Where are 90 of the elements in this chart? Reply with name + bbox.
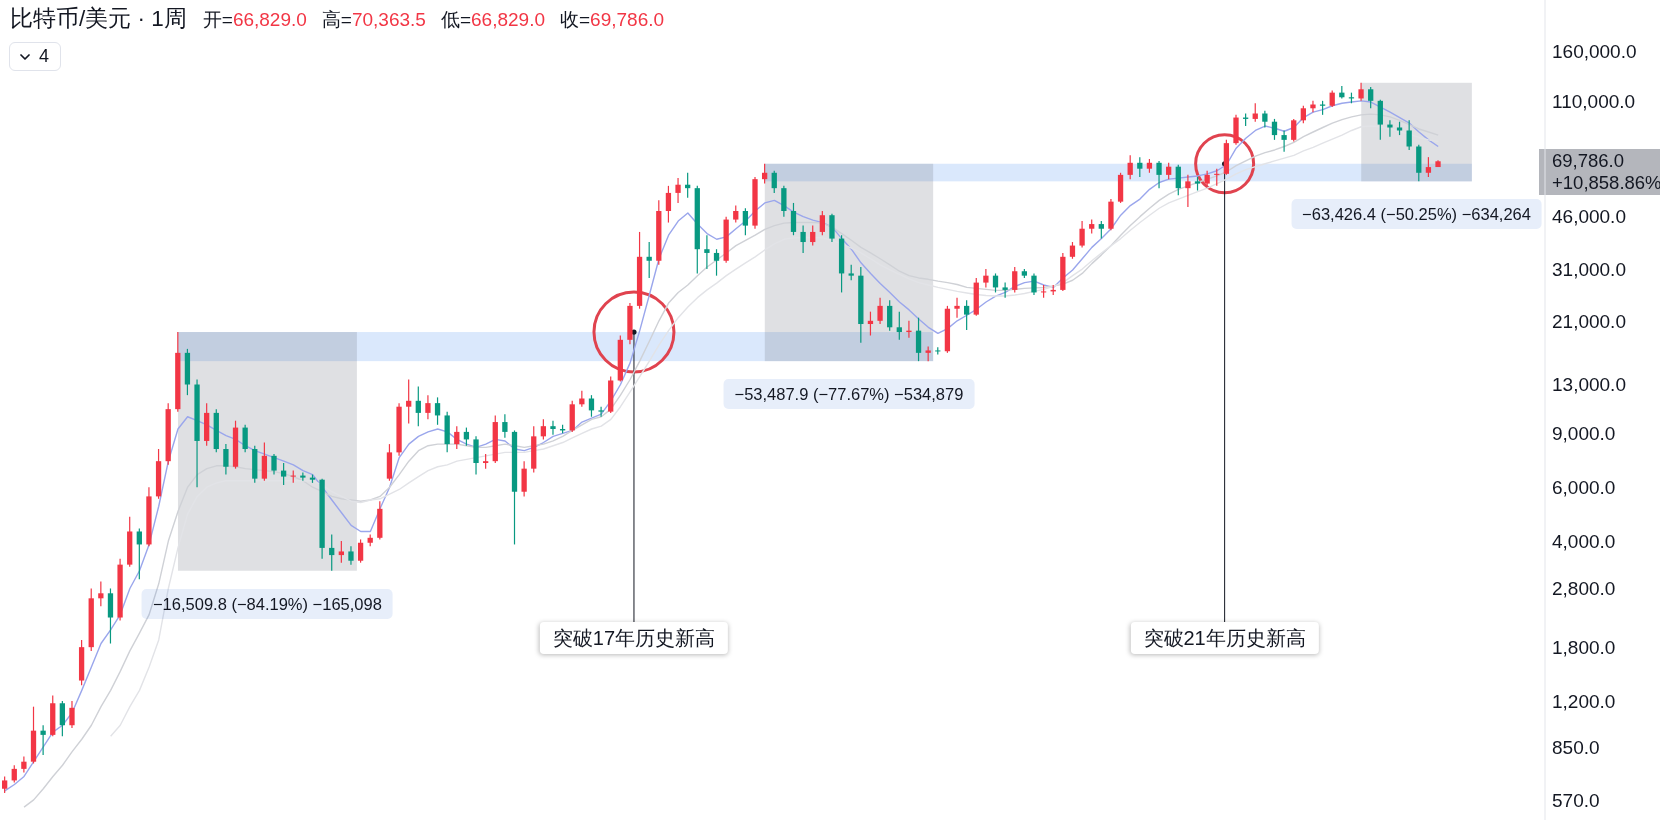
candlestick — [261, 441, 268, 482]
candlestick — [713, 248, 720, 277]
candlestick — [896, 311, 902, 341]
candlestick — [98, 580, 104, 607]
candlestick — [280, 462, 287, 486]
candlestick — [1368, 86, 1374, 109]
y-tick-label: 46,000.0 — [1552, 206, 1626, 228]
candlestick — [1377, 99, 1383, 141]
candlestick — [59, 700, 66, 737]
text: +10,858.86% — [1552, 172, 1660, 195]
y-tick-label: 1,200.0 — [1552, 690, 1616, 712]
y-tick-label: 9,000.0 — [1552, 423, 1616, 445]
candlestick — [810, 225, 816, 247]
annotation: −53,487.9 (−77.67%) −534,879 — [723, 379, 975, 410]
candlestick — [887, 299, 893, 332]
y-tick-label: 570.0 — [1552, 789, 1600, 811]
candlestick — [1291, 118, 1297, 143]
y-tick-label: 31,000.0 — [1552, 258, 1626, 280]
candlestick — [1281, 129, 1287, 153]
candlestick — [425, 394, 431, 420]
candlestick — [21, 755, 27, 774]
annotation: 突破17年历史新高 — [539, 622, 729, 654]
candlestick — [800, 225, 806, 254]
candlestick — [1406, 119, 1412, 151]
y-tick-label: 1,800.0 — [1552, 636, 1616, 658]
candlestick — [136, 527, 142, 580]
candlestick — [742, 207, 749, 236]
candlestick — [781, 185, 787, 218]
candlestick — [790, 202, 797, 236]
candlestick — [954, 297, 960, 319]
y-tick-label: 110,000.0 — [1552, 90, 1636, 112]
candlestick — [819, 210, 825, 236]
candlestick — [1012, 266, 1018, 294]
chart-title: 比特币/美元 · 1周 — [10, 5, 187, 33]
candlestick — [454, 425, 460, 450]
candlestick — [40, 724, 46, 756]
y-tick-label: 13,000.0 — [1552, 374, 1626, 396]
candlestick — [338, 540, 344, 564]
y-tick-label: 6,000.0 — [1552, 476, 1616, 498]
y-tick-label: 850.0 — [1552, 736, 1600, 758]
candlestick — [1137, 156, 1143, 178]
candlestick — [1002, 282, 1008, 299]
candlestick — [1271, 118, 1278, 141]
candlestick — [1031, 272, 1037, 296]
candlestick — [415, 385, 421, 427]
candlestick — [1156, 160, 1162, 189]
candlestick — [1310, 100, 1316, 113]
candlestick — [69, 700, 75, 729]
candlestick — [964, 299, 970, 331]
text: 69,786.0 — [1552, 150, 1625, 173]
candlestick — [1175, 164, 1181, 196]
text: 开=66,829.0 高=70,363.5 低=66,829.0 收=69,786.0 — [202, 9, 665, 30]
candlestick — [771, 170, 777, 194]
candlestick — [1358, 82, 1364, 102]
candlestick — [540, 418, 547, 440]
candlestick — [300, 471, 306, 482]
candlestick — [1079, 220, 1085, 248]
annotation: −63,426.4 (−50.25%) −634,264 — [1291, 199, 1542, 230]
y-tick-label: 160,000.0 — [1552, 40, 1637, 62]
candlestick — [550, 420, 556, 436]
candlestick — [877, 297, 883, 325]
candlestick — [1252, 102, 1258, 123]
candlestick — [434, 396, 441, 426]
candlestick — [1425, 156, 1432, 178]
candlestick — [675, 177, 681, 204]
annotation: −16,509.8 (−84.19%) −165,098 — [141, 588, 393, 619]
y-tick-label: 4,000.0 — [1552, 530, 1616, 552]
candlestick — [704, 234, 710, 270]
candlestick — [242, 424, 248, 453]
y-tick-label: 2,800.0 — [1552, 578, 1616, 600]
candlestick — [1127, 154, 1133, 180]
candlestick — [598, 406, 604, 418]
candlestick — [502, 413, 508, 439]
candlestick — [329, 534, 335, 572]
candlestick — [646, 241, 652, 279]
candlestick — [223, 443, 229, 476]
candlestick — [406, 378, 412, 425]
candlestick — [348, 545, 354, 566]
annotation: 突破21年历史新高 — [1130, 622, 1319, 654]
candlestick — [271, 453, 277, 476]
candlestick — [829, 213, 835, 243]
candlestick — [665, 185, 672, 224]
annotation: 4 — [39, 46, 50, 67]
candlestick — [521, 460, 527, 497]
candlestick — [1185, 174, 1191, 208]
candlestick — [915, 317, 922, 362]
y-tick-label: 21,000.0 — [1552, 310, 1626, 332]
candlestick — [357, 538, 364, 564]
candlestick — [473, 435, 479, 476]
candlestick — [983, 268, 989, 289]
